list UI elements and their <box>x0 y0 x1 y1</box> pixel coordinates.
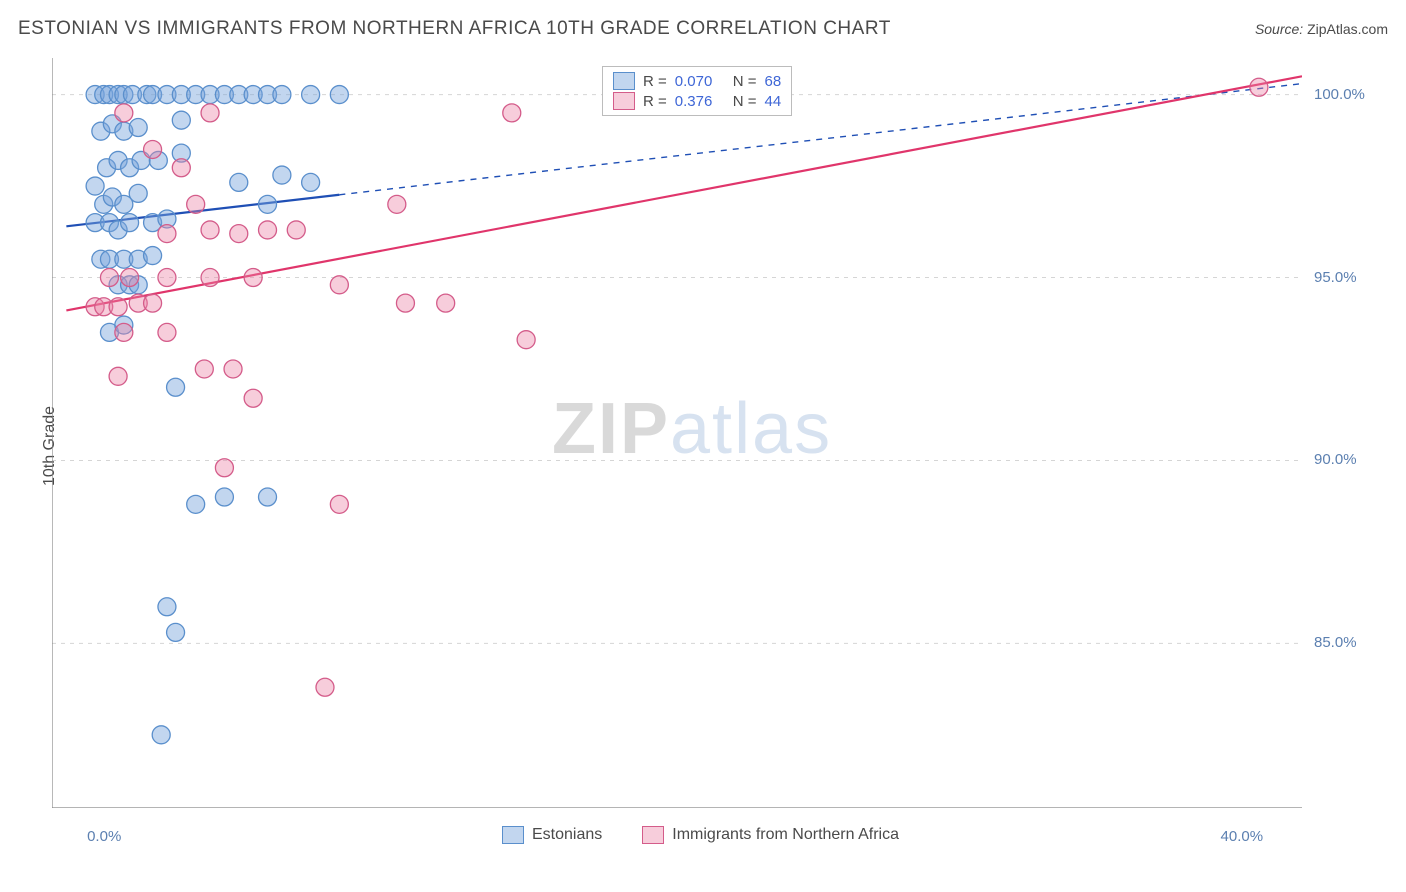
source-value: ZipAtlas.com <box>1307 21 1388 37</box>
x-tick-label: 40.0% <box>1221 828 1264 845</box>
n-label: N = <box>733 73 757 90</box>
y-tick-label: 95.0% <box>1314 269 1357 286</box>
legend-item: Immigrants from Northern Africa <box>642 826 899 844</box>
source-label: Source: <box>1255 21 1303 37</box>
chart-plot-area: ZIPatlas R =0.070N =68R =0.376N =44 85.0… <box>52 58 1302 808</box>
legend-swatch <box>613 72 635 90</box>
legend-swatch <box>502 826 524 844</box>
x-tick-label: 0.0% <box>87 828 121 845</box>
r-label: R = <box>643 73 667 90</box>
legend-label: Immigrants from Northern Africa <box>672 826 899 844</box>
r-label: R = <box>643 93 667 110</box>
legend-swatch <box>642 826 664 844</box>
y-tick-label: 90.0% <box>1314 451 1357 468</box>
r-value: 0.070 <box>675 73 725 90</box>
n-label: N = <box>733 93 757 110</box>
y-tick-label: 85.0% <box>1314 634 1357 651</box>
scatter-svg <box>52 58 1302 808</box>
chart-source: Source: ZipAtlas.com <box>1255 21 1388 37</box>
legend-swatch <box>613 92 635 110</box>
legend-label: Estonians <box>532 826 602 844</box>
n-value: 68 <box>765 73 782 90</box>
chart-title: ESTONIAN VS IMMIGRANTS FROM NORTHERN AFR… <box>18 18 891 40</box>
stats-legend-row: R = 0.376 N = 44 <box>613 91 781 111</box>
stats-legend-row: R = 0.070 N = 68 <box>613 71 781 91</box>
stats-legend: R = 0.070 N = 68 R = 0.376 N = 44 <box>602 66 792 116</box>
n-value: 44 <box>765 93 782 110</box>
bottom-legend: Estonians Immigrants from Northern Africa <box>502 826 899 844</box>
legend-item: Estonians <box>502 826 602 844</box>
y-tick-label: 100.0% <box>1314 86 1365 103</box>
r-value: 0.376 <box>675 93 725 110</box>
